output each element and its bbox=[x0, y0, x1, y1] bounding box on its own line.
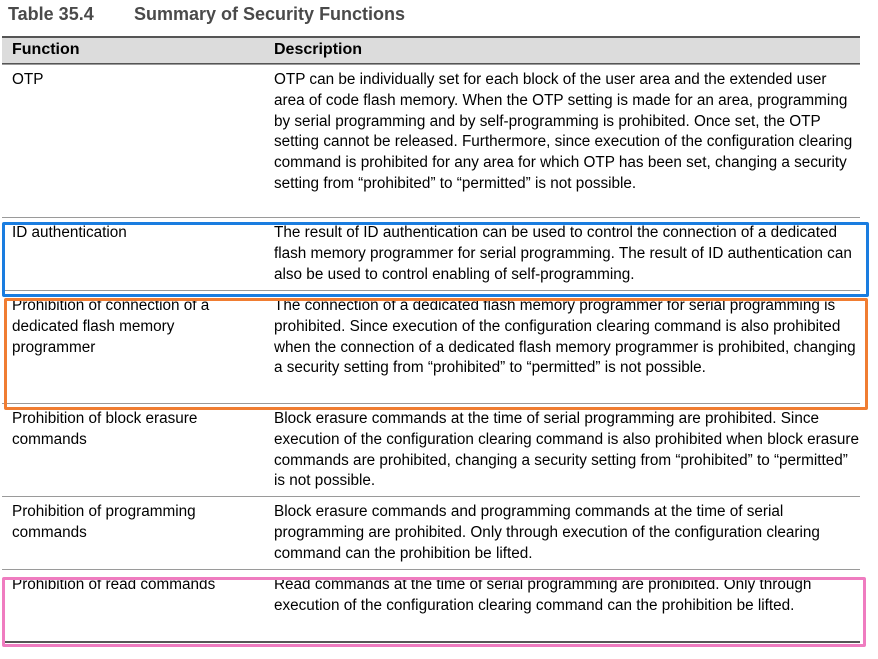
function-cell: Prohibition of block erasure commands bbox=[12, 410, 198, 448]
description-cell: The result of ID authentication can be u… bbox=[274, 224, 852, 283]
function-cell: OTP bbox=[12, 71, 44, 88]
table-row-connection-prohibition: Prohibition of connection of a dedicated… bbox=[2, 290, 860, 403]
table-header-row: Function Description bbox=[2, 36, 860, 64]
description-cell: Read commands at the time of serial prog… bbox=[274, 576, 812, 614]
table-row-otp: OTP OTP can be individually set for each… bbox=[2, 64, 860, 217]
table-caption: Table 35.4 Summary of Security Functions bbox=[8, 4, 405, 28]
description-cell: Block erasure commands and programming c… bbox=[274, 503, 820, 562]
description-cell: OTP can be individually set for each blo… bbox=[274, 71, 853, 192]
table-title: Summary of Security Functions bbox=[134, 4, 406, 24]
table-row-block-erasure-prohibition: Prohibition of block erasure commands Bl… bbox=[2, 403, 860, 496]
table-row-programming-prohibition: Prohibition of programming commands Bloc… bbox=[2, 496, 860, 569]
table-row-id-authentication: ID authentication The result of ID authe… bbox=[2, 217, 860, 290]
table-number: Table 35.4 bbox=[8, 4, 94, 24]
function-cell: Prohibition of connection of a dedicated… bbox=[12, 297, 210, 356]
function-cell: Prohibition of programming commands bbox=[12, 503, 196, 541]
column-header-function: Function bbox=[12, 41, 80, 58]
table-row-read-prohibition: Prohibition of read commands Read comman… bbox=[2, 569, 860, 641]
function-cell: ID authentication bbox=[12, 224, 127, 241]
column-header-description: Description bbox=[274, 41, 363, 58]
function-cell: Prohibition of read commands bbox=[12, 576, 216, 593]
description-cell: The connection of a dedicated flash memo… bbox=[274, 297, 856, 377]
description-cell: Block erasure commands at the time of se… bbox=[274, 410, 860, 490]
security-functions-table: Function Description OTP OTP can be indi… bbox=[2, 36, 860, 643]
